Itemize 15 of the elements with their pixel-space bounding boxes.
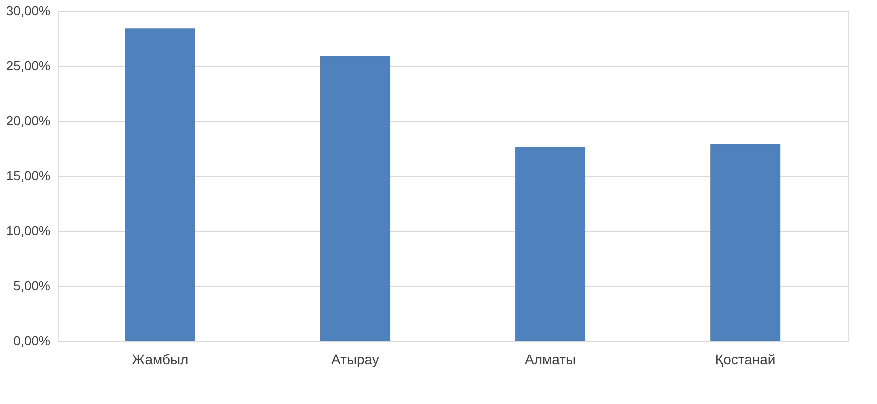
y-tick-label: 30,00% — [6, 4, 51, 18]
bar — [125, 28, 196, 341]
x-tick-label: Алматы — [524, 352, 576, 368]
bar — [710, 144, 781, 341]
x-tick-label: Жамбыл — [132, 352, 189, 368]
x-tick-label: Қостанай — [715, 352, 776, 368]
y-tick-label: 15,00% — [6, 168, 51, 184]
bar — [320, 56, 390, 341]
y-tick-label: 10,00% — [6, 224, 51, 238]
y-tick-label: 0,00% — [14, 334, 51, 348]
x-tick-label: Атырау — [332, 352, 380, 368]
bar — [516, 147, 586, 341]
y-tick-label: 5,00% — [14, 278, 51, 294]
y-tick-label: 20,00% — [6, 114, 51, 128]
y-tick-label: 25,00% — [6, 58, 51, 74]
